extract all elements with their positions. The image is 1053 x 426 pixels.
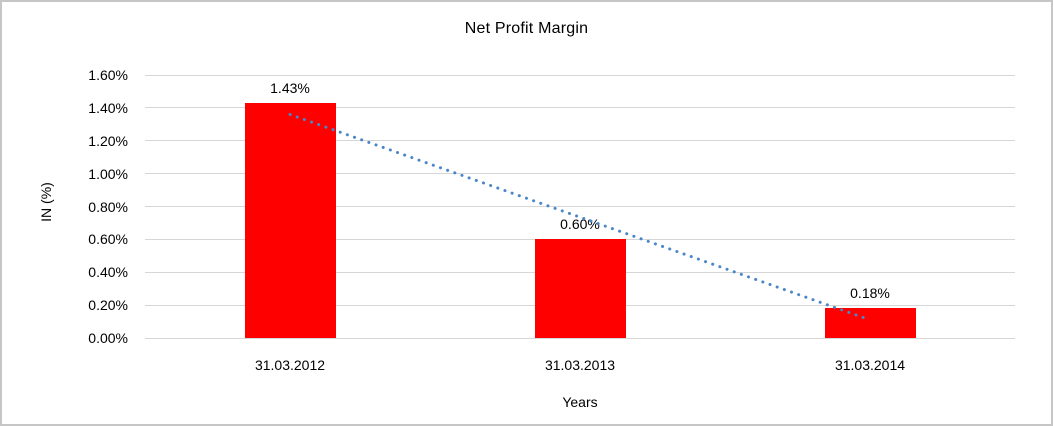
x-tick-label: 31.03.2014: [834, 357, 906, 373]
y-axis-title: IN (%): [38, 182, 54, 222]
y-tick-label: 1.60%: [88, 67, 128, 83]
x-tick-label: 31.03.2013: [544, 357, 616, 373]
x-axis-title: Years: [562, 394, 598, 410]
bar-value-label: 0.60%: [560, 216, 600, 233]
y-tick-label: 1.00%: [88, 165, 128, 182]
gridline: [145, 337, 1015, 339]
bar-value-label: 0.18%: [850, 285, 890, 302]
bar: [534, 239, 626, 338]
bar: [824, 308, 916, 338]
y-tick-label: 0.20%: [88, 297, 128, 314]
y-tick-label: 1.40%: [88, 99, 128, 116]
bar: [244, 102, 336, 338]
gridline: [145, 74, 1015, 76]
x-tick-label: 31.03.2012: [254, 357, 326, 373]
y-tick-label: 0.00%: [88, 330, 128, 346]
y-tick-label: 1.20%: [88, 132, 128, 149]
y-tick-label: 0.80%: [88, 198, 128, 215]
y-tick-label: 0.60%: [88, 231, 128, 248]
gridline: [145, 107, 1015, 109]
y-tick-label: 0.40%: [88, 264, 128, 281]
chart-title: Net Profit Margin: [464, 20, 589, 37]
bar-value-label: 1.43%: [270, 79, 310, 96]
